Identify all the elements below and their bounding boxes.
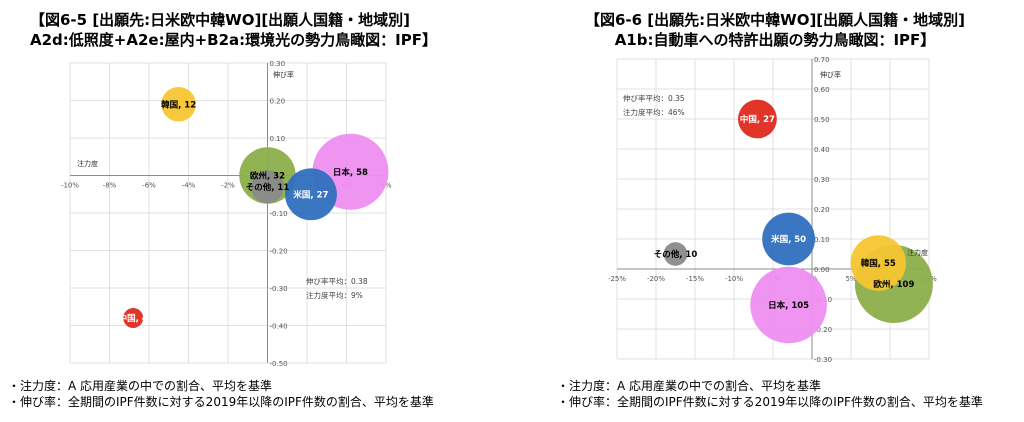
left-notes: ・注力度：A 応用産業の中での割合、平均を基準 ・伸び率：全期間のIPF件数に対…	[8, 378, 434, 410]
bubble-label: 米国, 27	[293, 189, 328, 200]
bubble-label: その他, 11	[246, 182, 290, 193]
y-tick-label: 0.00	[814, 266, 830, 274]
left-note-growth: ・伸び率：全期間のIPF件数に対する2019年以降のIPF件数の割合、平均を基準	[8, 395, 434, 409]
bubble-その他	[250, 170, 285, 204]
bubble-label: 欧州, 32	[250, 171, 285, 182]
bubble-日本	[750, 266, 827, 344]
y-tick-label: 0.50	[814, 116, 830, 124]
y-axis-title: 伸び率	[273, 70, 294, 79]
bubble-label: 韓国, 12	[161, 99, 196, 110]
y-tick-label: 0.20	[270, 98, 286, 106]
bubble-韓国	[161, 86, 196, 122]
y-tick-label: -0.20	[814, 326, 832, 334]
bubble-韓国	[850, 235, 907, 291]
y-tick-label: -0.30	[270, 285, 288, 293]
y-tick-label: 0.20	[814, 206, 830, 214]
right-bubble-chart: -25%-20%-15%-10%-5%0%5%10%15%-0.30-0.20-…	[608, 56, 937, 364]
bubble-label: 欧州, 109	[873, 279, 914, 290]
x-axis-title: 注力度	[77, 159, 98, 168]
y-tick-label: 0.10	[814, 236, 830, 244]
y-tick-label: 0.30	[270, 60, 286, 68]
bubble-中国	[123, 308, 144, 328]
y-tick-label: 0.70	[814, 56, 830, 64]
bubble-label: 日本, 58	[333, 167, 368, 178]
y-tick-label: -0.30	[814, 356, 832, 364]
x-tick-label: -6%	[142, 182, 156, 190]
y-tick-label: 0.60	[814, 86, 830, 94]
bubble-label: その他, 10	[654, 249, 698, 260]
bubble-中国	[737, 99, 777, 139]
bubble-label: 日本, 105	[768, 300, 809, 311]
x-tick-label: -10%	[725, 275, 743, 283]
bubble-その他	[663, 242, 688, 266]
average-annotation: 伸び率平均：0.35	[623, 93, 685, 103]
x-tick-label: 5%	[845, 275, 856, 283]
y-tick-label: 0.40	[814, 146, 830, 154]
left-note-focus: ・注力度：A 応用産業の中での割合、平均を基準	[8, 379, 273, 393]
bubble-米国	[285, 168, 337, 221]
y-tick-label: -0.40	[270, 323, 288, 331]
x-tick-label: -2%	[221, 182, 235, 190]
y-axis-title: 伸び率	[820, 70, 841, 79]
x-axis-title: 注力度	[907, 248, 928, 257]
right-note-growth: ・伸び率：全期間のIPF件数に対する2019年以降のIPF件数の割合、平均を基準	[557, 395, 983, 409]
y-tick-label: -0.20	[270, 248, 288, 256]
x-tick-label: -4%	[182, 182, 196, 190]
y-tick-label: 0.30	[814, 176, 830, 184]
x-tick-label: -20%	[647, 275, 665, 283]
bubble-米国	[762, 212, 816, 266]
x-tick-label: -25%	[608, 275, 626, 283]
right-note-focus: ・注力度：A 応用産業の中での割合、平均を基準	[557, 379, 822, 393]
y-tick-label: -0.50	[270, 360, 288, 367]
left-title-line-2: A2d:低照度+A2e:屋内+B2a:環境光の勢力鳥瞰図：IPF】	[30, 31, 437, 49]
x-tick-label: -8%	[103, 182, 117, 190]
average-annotation: 伸び率平均：0.38	[306, 276, 368, 286]
left-title-line-1: 【図6-5 [出願先:日米欧中韓WO][出願人国籍・地域別]	[30, 11, 411, 29]
y-tick-label: 0.10	[270, 135, 286, 143]
right-title-line-1: 【図6-6 [出願先:日米欧中韓WO][出願人国籍・地域別]	[584, 11, 966, 29]
right-title-line-2: A1b:自動車への特許出願の勢力鳥瞰図：IPF】	[614, 31, 936, 49]
bubble-label: 韓国, 55	[861, 258, 896, 269]
average-annotation: 注力度平均：46%	[623, 107, 685, 117]
x-tick-label: -15%	[686, 275, 704, 283]
right-notes: ・注力度：A 応用産業の中での割合、平均を基準 ・伸び率：全期間のIPF件数に対…	[557, 378, 983, 410]
x-tick-label: 6%	[380, 182, 391, 190]
left-bubble-chart: -10%-8%-6%-4%-2%0%2%4%6%-0.50-0.40-0.30-…	[61, 60, 392, 367]
right-chart-title: 【図6-6 [出願先:日米欧中韓WO][出願人国籍・地域別] A1b:自動車への…	[575, 10, 975, 50]
x-tick-label: -10%	[61, 182, 79, 190]
bubble-label: 米国, 50	[771, 234, 806, 245]
average-annotation: 注力度平均：9%	[306, 290, 363, 300]
y-tick-label: -0.10	[270, 210, 288, 218]
bubble-label: 中国, 27	[740, 114, 775, 125]
left-chart-title: 【図6-5 [出願先:日米欧中韓WO][出願人国籍・地域別] A2d:低照度+A…	[30, 10, 437, 50]
bubble-label: 中国, 4	[119, 313, 148, 324]
